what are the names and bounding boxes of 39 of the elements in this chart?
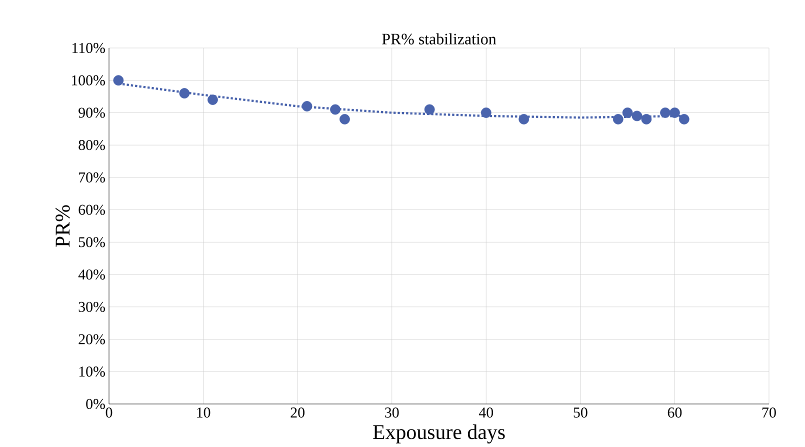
point: [612, 114, 624, 124]
y-axis-title: PR%: [56, 205, 70, 247]
y-tick-label: 70%: [79, 172, 105, 183]
y-tick-label: 10%: [79, 366, 105, 377]
point: [632, 110, 642, 122]
point: [340, 114, 350, 124]
point: [113, 75, 124, 86]
point: [660, 108, 670, 118]
x-tick-label: 40: [478, 408, 494, 418]
x-tick-label: 20: [290, 408, 304, 418]
point: [641, 114, 652, 124]
y-tick-label: 110%: [72, 43, 105, 54]
point: [179, 88, 190, 99]
y-tick-label: 90%: [78, 108, 105, 118]
point: [670, 108, 680, 118]
point: [480, 108, 492, 118]
y-tick-label: 0%: [86, 399, 105, 410]
x-tick-label: 30: [385, 408, 399, 418]
y-tick-label: 50%: [78, 237, 105, 248]
y-tick-label: 40%: [78, 270, 105, 280]
x-tick-label: 10: [197, 408, 210, 418]
point: [622, 108, 633, 118]
y-tick-label: 80%: [78, 140, 105, 150]
x-tick-label: 0: [106, 408, 112, 418]
point: [330, 104, 340, 115]
y-tick-label: 20%: [78, 334, 105, 344]
point: [678, 114, 690, 124]
y-tick-label: 100%: [72, 75, 105, 86]
x-tick-label: 60: [668, 408, 682, 418]
point: [208, 94, 218, 106]
y-tick-label: 60%: [78, 204, 105, 215]
chart-title: PR% stabilization: [382, 33, 496, 45]
point: [424, 104, 435, 115]
x-tick-label: 70: [762, 408, 776, 418]
x-tick-label: 50: [574, 408, 588, 418]
point: [302, 101, 312, 112]
point: [518, 114, 530, 124]
y-tick-label: 30%: [78, 302, 105, 312]
x-axis-title: Expousure days: [373, 424, 505, 444]
